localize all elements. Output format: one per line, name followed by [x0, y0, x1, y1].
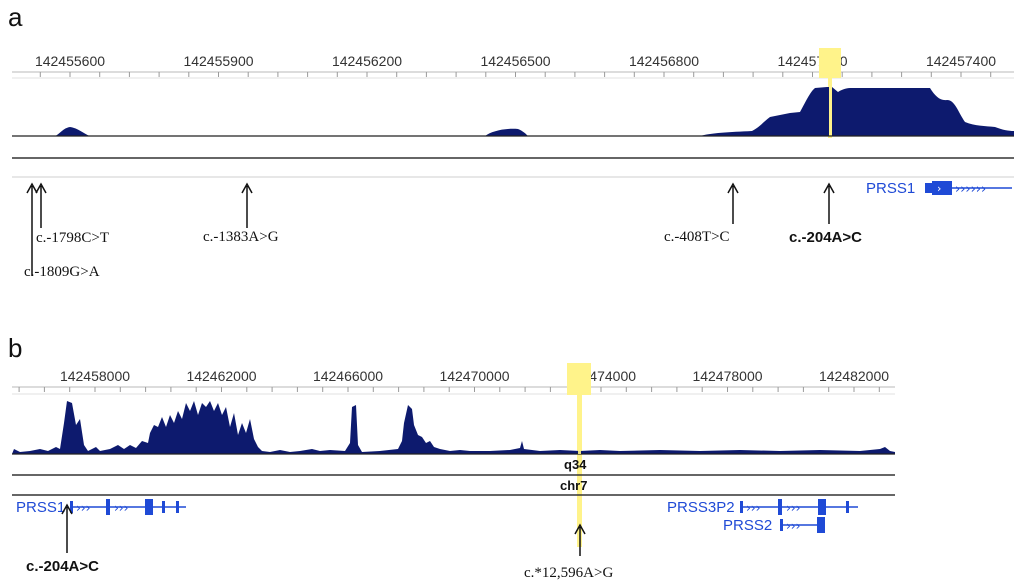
- svg-text:›››: ›››: [76, 501, 90, 515]
- ruler-a-tick-label: 142457400: [926, 53, 996, 69]
- panel-a-highlight: [819, 48, 841, 78]
- panel-a-coverage-marker: [829, 87, 832, 136]
- panel-b-variant-arrows: [61, 503, 586, 556]
- panel-b-highlight: [567, 363, 591, 395]
- panel-a-gene-prss1[interactable]: PRSS1 › ››››››: [866, 180, 1012, 197]
- ruler-b-tick-label: 142470000: [439, 368, 509, 384]
- panel-b-ruler: 142458000 142462000 142466000 142470000 1424…: [12, 368, 895, 395]
- svg-text:››››››: ››››››: [955, 182, 986, 197]
- panel-b-coverage-marker: [578, 395, 581, 454]
- svg-text:›››: ›››: [114, 501, 128, 515]
- cytoband-label: q34: [564, 457, 587, 472]
- panel-b-coverage-track: [12, 401, 895, 454]
- variant-label-c204: c.-204A>C: [789, 229, 862, 246]
- ruler-b-tick-label: 142462000: [186, 368, 256, 384]
- ruler-a-tick-label: 142455900: [183, 53, 253, 69]
- gene-label-prss2: PRSS2: [723, 517, 772, 534]
- ruler-b-tick-label: 142466000: [313, 368, 383, 384]
- panel-a-ruler: 142455600 142455900 142456200 142456500 1424…: [12, 53, 1014, 79]
- svg-text:›››: ›››: [786, 501, 800, 515]
- variant-label-c1383: c.-1383A>G: [203, 229, 279, 245]
- variant-label-c12596: c.*12,596A>G: [524, 565, 613, 581]
- panel-b-gene-prss1[interactable]: PRSS1 ››› ›››: [16, 499, 186, 516]
- svg-text:›››: ›››: [786, 519, 800, 533]
- variant-label-c1809: c.-1809G>A: [24, 264, 100, 280]
- gene-label-prss3p2: PRSS3P2: [667, 499, 735, 516]
- panel-b-gene-prss2[interactable]: PRSS2 ›››: [723, 517, 825, 534]
- panel-b-highlight-line: [577, 395, 582, 547]
- variant-label-c204-b: c.-204A>C: [26, 558, 99, 575]
- panel-b-letter: b: [8, 333, 23, 363]
- ruler-a-tick-label: 142455600: [35, 53, 105, 69]
- ruler-a-tick-label: 142456200: [332, 53, 402, 69]
- panel-a-variant-arrows: [26, 182, 835, 276]
- chromosome-label: chr7: [560, 478, 587, 493]
- variant-label-c1798: c.-1798C>T: [36, 230, 109, 246]
- gene-label-prss1-b: PRSS1: [16, 499, 65, 516]
- panel-a-coverage-track: [12, 87, 1014, 136]
- ruler-a-tick-label: 142456800: [629, 53, 699, 69]
- ruler-b-tick-label: 142458000: [60, 368, 130, 384]
- svg-text:›: ›: [937, 182, 941, 195]
- ruler-b-tick-label: 142482000: [819, 368, 889, 384]
- panel-b-figure: 142458000 142462000 142466000 142470000 1424…: [12, 363, 895, 581]
- variant-label-c408: c.-408T>C: [664, 229, 730, 245]
- ruler-a-tick-label: 142456500: [480, 53, 550, 69]
- panel-b-gene-prss3p2[interactable]: PRSS3P2 ››› ›››: [667, 499, 858, 516]
- ruler-b-tick-label: 142478000: [692, 368, 762, 384]
- svg-text:›››: ›››: [746, 501, 760, 515]
- gene-label-prss1: PRSS1: [866, 180, 915, 197]
- panel-a-figure: 142455600 142455900 142456200 142456500 1424…: [12, 48, 1014, 280]
- panel-a-letter: a: [8, 2, 23, 32]
